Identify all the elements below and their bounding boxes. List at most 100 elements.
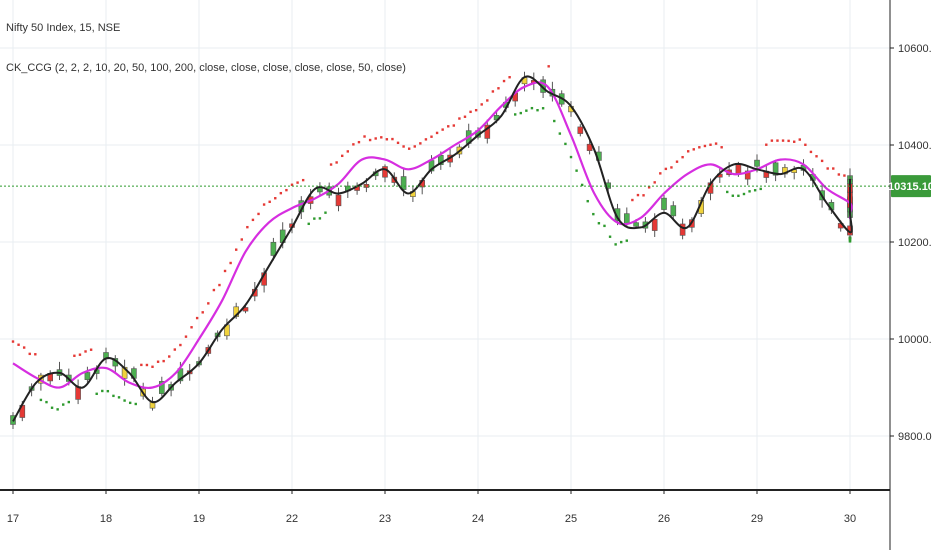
resistance-dot	[714, 142, 718, 145]
fast-average-line	[12, 75, 853, 422]
support-dot	[519, 111, 522, 115]
resistance-dot	[391, 137, 394, 141]
support-dot	[625, 239, 628, 242]
resistance-dot	[832, 167, 835, 170]
support-dot	[101, 389, 104, 393]
x-tick-label: 26	[658, 513, 670, 525]
resistance-dot	[787, 139, 790, 143]
resistance-dot	[251, 218, 255, 222]
resistance-dot	[257, 212, 260, 216]
resistance-dot	[424, 138, 428, 141]
resistance-dot	[352, 143, 355, 146]
resistance-dot	[636, 193, 640, 197]
resistance-dot	[235, 248, 238, 251]
candle-body	[270, 241, 277, 256]
resistance-dot	[268, 200, 271, 204]
resistance-dot	[547, 65, 550, 68]
support-dot	[614, 243, 617, 246]
resistance-dot	[212, 288, 216, 292]
y-tick-label: 10600.00	[898, 43, 932, 55]
support-dot	[726, 190, 729, 194]
candle-body	[159, 381, 165, 394]
resistance-dot	[686, 150, 690, 153]
resistance-dot	[73, 354, 76, 357]
y-tick-label: 10000.00	[898, 334, 932, 346]
resistance-dot	[653, 181, 656, 184]
resistance-dot	[508, 76, 511, 79]
resistance-dot	[385, 138, 389, 141]
resistance-dot	[140, 363, 143, 367]
support-dot	[106, 389, 110, 393]
resistance-dot	[285, 188, 288, 192]
resistance-dot	[218, 283, 221, 287]
support-dot	[586, 199, 589, 203]
resistance-dot	[642, 194, 645, 197]
resistance-dot	[703, 144, 707, 148]
resistance-dot	[173, 348, 177, 351]
x-tick-label: 22	[286, 513, 298, 525]
support-dot	[117, 396, 121, 399]
resistance-dot	[201, 311, 204, 314]
support-dot	[731, 194, 735, 197]
resistance-dot	[709, 143, 712, 146]
resistance-dot	[486, 99, 489, 102]
candle-body	[633, 222, 639, 227]
resistance-dot	[296, 181, 299, 184]
resistance-dot	[776, 139, 779, 142]
support-dot	[514, 113, 517, 116]
support-dot	[39, 398, 43, 402]
resistance-dot	[78, 353, 82, 356]
support-dot	[45, 400, 48, 404]
support-dot	[564, 142, 567, 146]
x-tick-label: 19	[193, 513, 205, 525]
candle-body	[744, 170, 751, 180]
x-tick-label: 30	[844, 513, 856, 525]
resistance-dot	[279, 191, 283, 195]
support-dot	[525, 109, 528, 112]
resistance-dot	[843, 174, 846, 177]
candle-body	[577, 126, 584, 134]
indicator-lines	[12, 75, 853, 422]
support-dot	[558, 132, 562, 135]
resistance-dot	[441, 128, 444, 131]
resistance-dot	[145, 363, 149, 367]
support-dot	[541, 107, 545, 110]
resistance-dot	[452, 124, 456, 127]
resistance-dot	[190, 326, 193, 329]
candle-body	[661, 197, 667, 210]
resistance-dot	[396, 141, 400, 145]
candle-body	[382, 166, 388, 178]
resistance-dot	[346, 150, 349, 153]
slow-average-line	[12, 81, 853, 389]
y-tick-label: 10200.00	[898, 237, 932, 249]
resistance-dot	[419, 142, 422, 145]
current-price-tag	[891, 175, 931, 198]
resistance-dot	[781, 139, 785, 142]
resistance-dot	[162, 359, 165, 363]
support-dot	[575, 169, 578, 172]
support-dot	[307, 222, 310, 226]
resistance-dot	[402, 145, 405, 148]
candle-body	[772, 162, 779, 176]
candle-body	[679, 223, 686, 236]
support-dot	[748, 190, 751, 193]
resistance-dot	[631, 198, 634, 202]
resistance-dot	[335, 161, 338, 164]
resistance-dot	[826, 167, 829, 170]
resistance-dot	[168, 355, 171, 358]
candle-body	[735, 164, 742, 174]
resistance-dot	[413, 145, 416, 148]
resistance-dot	[675, 160, 679, 163]
support-dot	[759, 187, 762, 191]
resistance-dot	[240, 238, 243, 241]
resistance-dot	[357, 140, 361, 144]
support-dot	[123, 399, 126, 402]
support-dot	[580, 183, 584, 187]
current-price-label: 10315.10	[888, 181, 932, 193]
resistance-dot	[480, 103, 483, 106]
x-tick-label: 29	[751, 513, 763, 525]
resistance-dot	[798, 138, 801, 141]
candle-body	[84, 372, 91, 380]
